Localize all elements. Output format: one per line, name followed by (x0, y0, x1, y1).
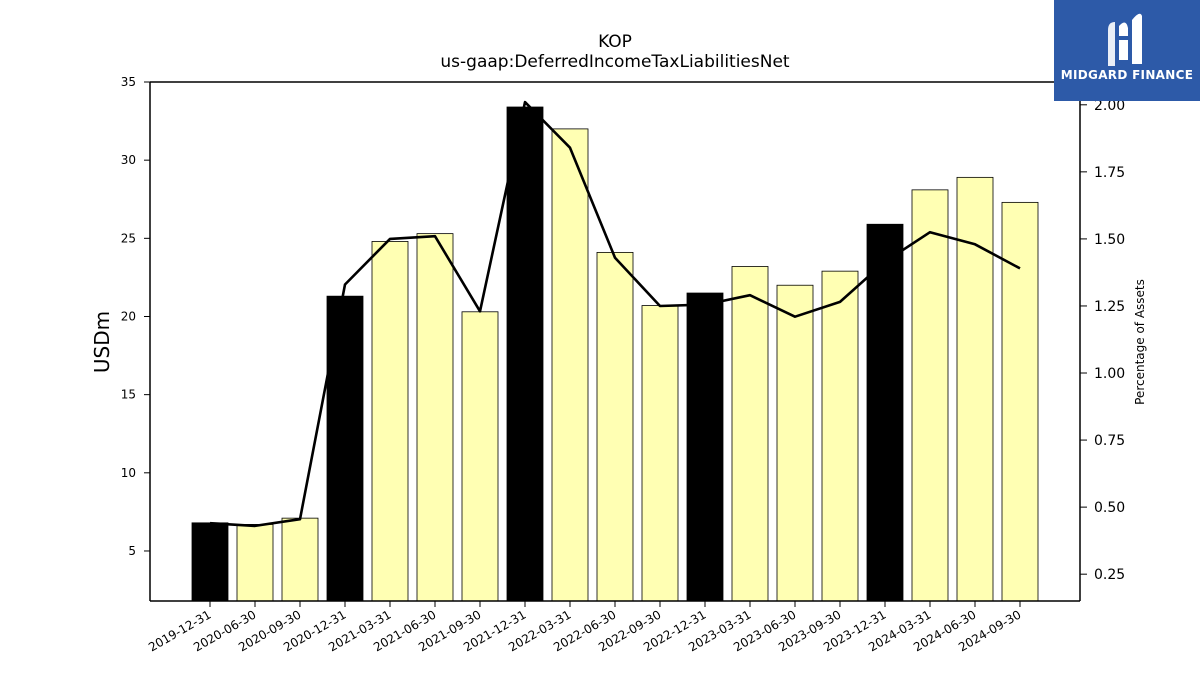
y-tick-label: 20 (121, 309, 136, 323)
brand-logo: MIDGARD FINANCE (1054, 0, 1200, 101)
y2-tick-label: 1.00 (1094, 366, 1125, 382)
y2-tick-label: 1.75 (1094, 165, 1125, 181)
y-tick-label: 15 (121, 388, 136, 402)
bar (821, 270, 859, 602)
y2-axis-label: Percentage of Assets (1133, 279, 1147, 405)
bar (596, 251, 634, 602)
y-tick-label: 5 (128, 544, 136, 558)
bar-layer (191, 106, 1039, 602)
bar (1001, 201, 1039, 602)
y-tick-label: 10 (121, 466, 136, 480)
chart-title: KOP (598, 32, 632, 52)
chart-subtitle: us-gaap:DeferredIncomeTaxLiabilitiesNet (440, 52, 790, 72)
bar (506, 106, 544, 602)
percentage-line (209, 100, 1021, 528)
y2-tick-label: 0.25 (1094, 567, 1125, 583)
y-tick-label: 25 (121, 231, 136, 245)
bar (911, 189, 949, 602)
bar (281, 517, 319, 602)
bar (731, 266, 769, 602)
bar (461, 311, 499, 602)
logo-text: MIDGARD FINANCE (1060, 68, 1194, 82)
logo-mark-icon (1108, 13, 1142, 66)
bar (866, 223, 904, 602)
y2-tick-label: 1.50 (1094, 232, 1125, 248)
bar (191, 522, 229, 602)
bar (776, 284, 814, 602)
y2-tick-label: 0.75 (1094, 433, 1125, 449)
bar (371, 241, 409, 602)
bar (326, 295, 364, 602)
y-axis-label: USDm (90, 311, 114, 373)
bar (956, 176, 994, 602)
line-layer (209, 100, 1021, 528)
bar (686, 292, 724, 602)
bar (236, 524, 274, 602)
bar (416, 233, 454, 602)
bar (641, 305, 679, 602)
bar (551, 128, 589, 602)
y2-tick-label: 1.25 (1094, 299, 1125, 315)
y-tick-label: 30 (121, 153, 136, 167)
y2-tick-label: 0.50 (1094, 500, 1125, 516)
y2-tick-label: 2.00 (1094, 98, 1125, 114)
y-tick-label: 35 (121, 75, 136, 89)
